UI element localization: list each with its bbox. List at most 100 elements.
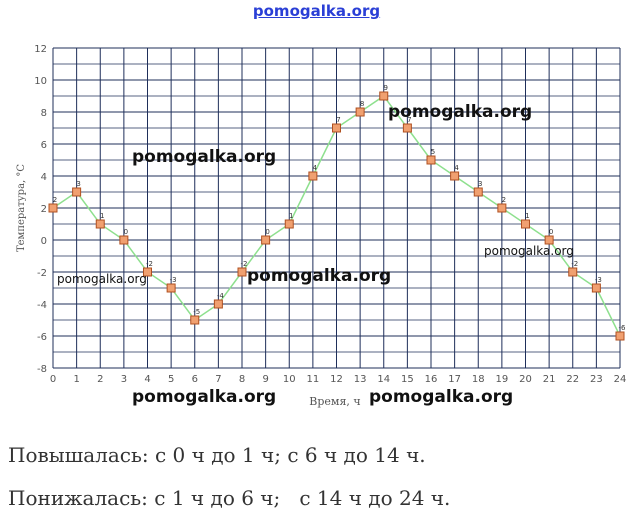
data-point (143, 267, 152, 277)
x-tick-label: 21 (543, 374, 556, 385)
x-tick-label: 13 (354, 374, 367, 385)
data-label: 3 (478, 180, 482, 188)
watermark: pomogalka.org (132, 387, 276, 407)
x-tick-label: 24 (614, 374, 627, 385)
data-label: 3 (76, 180, 80, 188)
data-point (237, 267, 247, 277)
y-tick-label: 8 (41, 108, 47, 119)
data-point (473, 187, 483, 197)
data-label: 7 (336, 116, 340, 124)
y-tick-label: -6 (37, 332, 47, 343)
answer-temperature-fell: Понижалась: с 1 ч до 6 ч; с 14 ч до 24 ч… (8, 486, 451, 510)
data-point (355, 107, 365, 117)
data-point (379, 91, 389, 101)
x-tick-label: 1 (73, 374, 79, 385)
site-header-link[interactable]: pomogalka.org (252, 2, 381, 20)
x-tick-label: 5 (168, 374, 174, 385)
y-tick-label: -2 (37, 268, 47, 279)
data-point (497, 203, 507, 213)
x-tick-label: 22 (566, 374, 579, 385)
data-point (284, 219, 294, 229)
x-tick-label: 20 (519, 374, 532, 385)
data-point (568, 267, 578, 277)
data-point (450, 171, 460, 181)
data-label: -2 (241, 260, 248, 268)
data-point (544, 235, 554, 245)
data-point (190, 315, 200, 325)
data-label: 2 (502, 196, 506, 204)
y-tick-label: 10 (34, 76, 47, 87)
data-label: 1 (289, 212, 293, 220)
data-point (213, 299, 223, 309)
data-label: 5 (431, 148, 435, 156)
x-tick-label: 18 (472, 374, 485, 385)
data-point (95, 219, 105, 229)
data-label: -4 (217, 292, 225, 300)
data-point (426, 155, 436, 165)
data-label: -6 (619, 324, 627, 332)
watermark: pomogalka.org (369, 387, 513, 407)
y-tick-label: -4 (37, 300, 47, 311)
data-label: 0 (549, 228, 553, 236)
y-tick-label: 2 (41, 204, 47, 215)
answer-temperature-rose: Повышалась: с 0 ч до 1 ч; с 6 ч до 14 ч. (8, 443, 426, 467)
data-point (591, 283, 601, 293)
data-label: -3 (170, 276, 177, 284)
x-axis-label: Время, ч (309, 395, 360, 408)
x-tick-label: 2 (97, 374, 103, 385)
data-point (615, 331, 625, 341)
watermark: pomogalka.org (484, 244, 574, 258)
watermark: pomogalka.org (57, 272, 147, 286)
data-point (402, 123, 412, 133)
watermark: pomogalka.org (132, 147, 276, 167)
x-tick-label: 19 (496, 374, 509, 385)
x-tick-label: 17 (448, 374, 461, 385)
data-point (119, 235, 129, 245)
data-label: 1 (100, 212, 104, 220)
data-label: 7 (407, 116, 411, 124)
y-tick-label: 0 (41, 236, 47, 247)
data-label: 0 (124, 228, 128, 236)
data-label: 2 (53, 196, 57, 204)
data-label: -2 (571, 260, 578, 268)
x-tick-label: 11 (307, 374, 320, 385)
x-tick-label: 14 (377, 374, 390, 385)
data-label: 1 (525, 212, 529, 220)
x-tick-label: 8 (239, 374, 245, 385)
x-tick-label: 23 (590, 374, 603, 385)
chart-ticks: 0 1 2 3 4 5 6 7 8 9 10 11 12 13 14 15 16 17 18 19 20 21 22 23 24… (34, 44, 626, 385)
y-tick-label: 6 (41, 140, 47, 151)
data-label: 4 (454, 164, 459, 172)
x-tick-label: 0 (50, 374, 56, 385)
x-tick-label: 9 (262, 374, 268, 385)
data-label: 9 (384, 84, 388, 92)
y-axis-label: Температура, °C (16, 164, 27, 252)
x-tick-label: 3 (121, 374, 127, 385)
x-tick-label: 10 (283, 374, 296, 385)
data-point (308, 171, 318, 181)
y-tick-label: -8 (37, 364, 47, 375)
data-point (261, 235, 271, 245)
data-label: 4 (313, 164, 318, 172)
data-label: -5 (193, 308, 200, 316)
x-tick-label: 12 (330, 374, 343, 385)
x-tick-label: 16 (425, 374, 438, 385)
data-point (72, 187, 82, 197)
data-point (166, 283, 176, 293)
data-label: -2 (146, 260, 153, 268)
chart-markers: 2 3 1 0 -2 -3 -5 -4 -2 0 1 4 7 8 9 7 5 4 3 2 1 0 -2 -3 -6 (48, 84, 627, 341)
y-tick-label: 12 (34, 44, 47, 55)
x-tick-label: 4 (144, 374, 150, 385)
x-tick-label: 7 (215, 374, 221, 385)
x-tick-label: 15 (401, 374, 414, 385)
data-point (48, 203, 58, 213)
data-label: 0 (265, 228, 269, 236)
data-point (521, 219, 530, 229)
watermark: pomogalka.org (247, 266, 391, 286)
data-point (332, 123, 341, 133)
watermarks: pomogalka.org pomogalka.org pomogalka.or… (57, 102, 574, 407)
data-label: -3 (595, 276, 602, 284)
watermark: pomogalka.org (388, 102, 532, 122)
data-label: 8 (360, 100, 364, 108)
